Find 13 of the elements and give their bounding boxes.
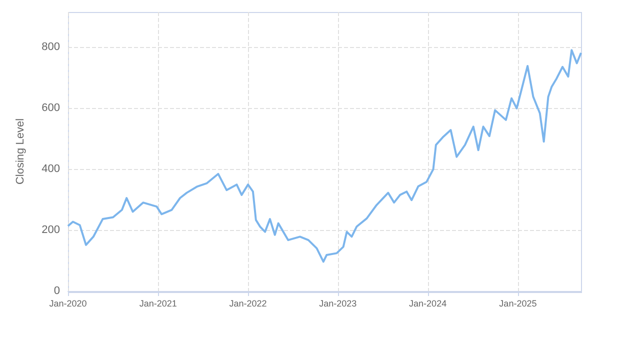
y-tick-label: 800 bbox=[42, 41, 60, 54]
x-tick-label: Jan-2020 bbox=[49, 298, 87, 308]
x-tick-label: Jan-2025 bbox=[499, 298, 537, 308]
y-axis-title: Closing Level bbox=[14, 118, 26, 185]
y-tick-label: 0 bbox=[54, 285, 60, 297]
x-tick-label: Jan-2024 bbox=[409, 298, 447, 308]
y-tick-label: 600 bbox=[42, 102, 60, 114]
line-series bbox=[67, 49, 582, 263]
x-tick-label: Jan-2021 bbox=[139, 298, 177, 308]
y-tick-label: 200 bbox=[42, 224, 60, 236]
x-tick-label: Jan-2022 bbox=[229, 298, 267, 308]
y-tick-label: 400 bbox=[42, 163, 60, 176]
x-tick-label: Jan-2023 bbox=[319, 298, 357, 308]
